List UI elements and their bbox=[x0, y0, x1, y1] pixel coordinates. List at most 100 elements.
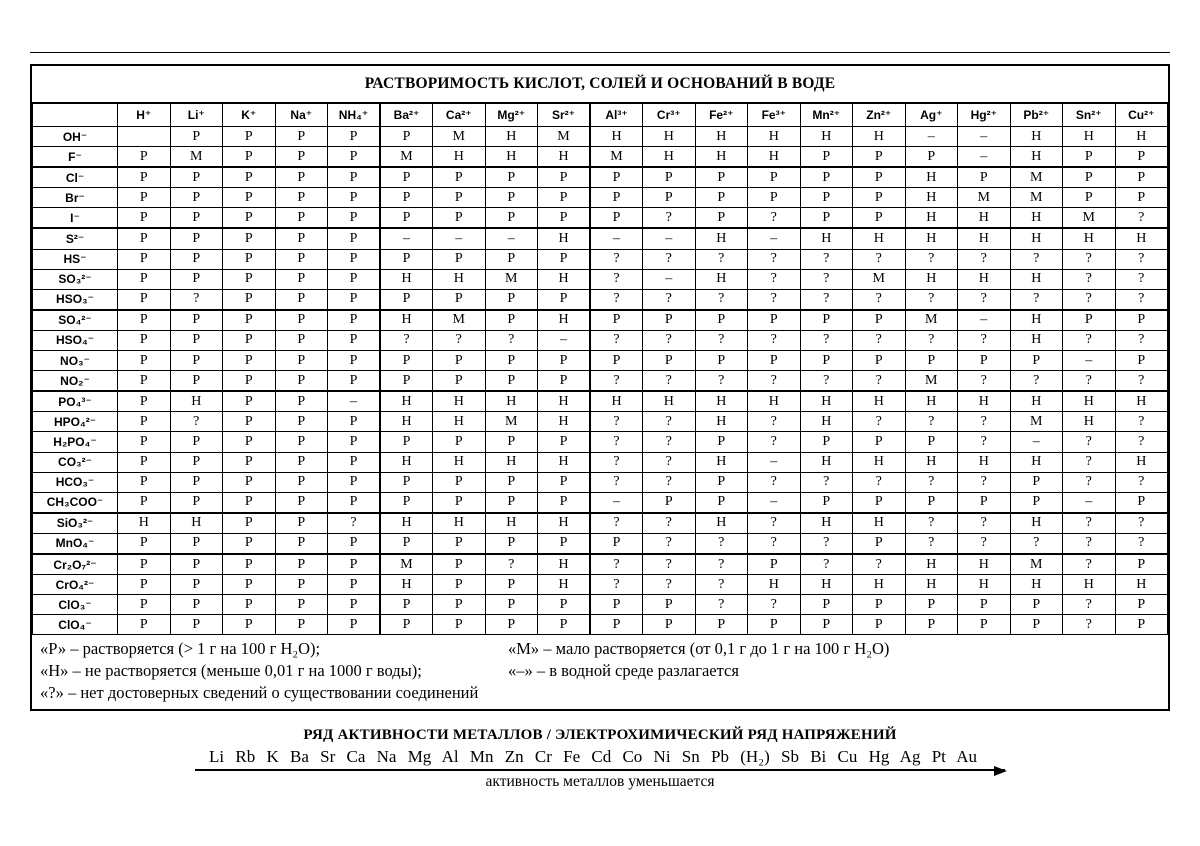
solubility-cell: Н bbox=[537, 451, 591, 473]
solubility-cell: Р bbox=[117, 390, 171, 413]
solubility-cell: Р bbox=[694, 614, 748, 636]
solubility-cell: Н bbox=[694, 146, 748, 169]
solubility-cell: М bbox=[957, 187, 1011, 209]
solubility-cell: ? bbox=[1062, 370, 1116, 393]
solubility-cell: Н bbox=[957, 390, 1011, 413]
solubility-cell: Р bbox=[169, 574, 223, 596]
solubility-cell: Р bbox=[274, 350, 328, 372]
solubility-cell: – bbox=[904, 125, 958, 148]
solubility-cell: ? bbox=[904, 411, 958, 433]
solubility-cell: Р bbox=[222, 532, 276, 555]
solubility-cell: Р bbox=[327, 431, 381, 453]
solubility-cell: Р bbox=[379, 207, 433, 230]
solubility-cell: – bbox=[957, 309, 1011, 331]
solubility-cell: ? bbox=[904, 532, 958, 555]
solubility-cell: ? bbox=[1114, 512, 1168, 534]
solubility-cell: Р bbox=[117, 187, 171, 209]
solubility-cell: Р bbox=[642, 350, 696, 372]
solubility-cell: – bbox=[589, 491, 643, 514]
solubility-cell: Р bbox=[327, 553, 381, 576]
solubility-cell: Р bbox=[379, 532, 433, 555]
solubility-cell: Р bbox=[904, 146, 958, 169]
solubility-cell: Н bbox=[432, 146, 486, 169]
solubility-cell: Н bbox=[432, 512, 486, 534]
solubility-cell: Н bbox=[852, 125, 906, 148]
solubility-cell: Р bbox=[484, 431, 538, 453]
solubility-cell: Н bbox=[169, 390, 223, 413]
solubility-cell: – bbox=[747, 451, 801, 473]
solubility-cell: Р bbox=[117, 411, 171, 433]
solubility-cell: Р bbox=[327, 187, 381, 209]
solubility-cell: Р bbox=[169, 350, 223, 372]
solubility-cell: Р bbox=[327, 268, 381, 290]
solubility-cell bbox=[117, 125, 171, 148]
solubility-cell: Р bbox=[484, 614, 538, 636]
solubility-cell: Р bbox=[852, 187, 906, 209]
solubility-cell: Р bbox=[484, 248, 538, 270]
solubility-cell: ? bbox=[1114, 411, 1168, 433]
solubility-cell: Р bbox=[484, 532, 538, 555]
solubility-cell: Р bbox=[432, 532, 486, 555]
solubility-cell: Р bbox=[694, 166, 748, 189]
solubility-cell: ? bbox=[484, 553, 538, 576]
solubility-cell: ? bbox=[904, 329, 958, 352]
solubility-cell: ? bbox=[904, 471, 958, 493]
solubility-cell: ? bbox=[904, 512, 958, 534]
solubility-cell: Н bbox=[484, 451, 538, 473]
solubility-cell: Р bbox=[537, 370, 591, 393]
solubility-cell: ? bbox=[379, 329, 433, 352]
solubility-cell: Р bbox=[379, 187, 433, 209]
cation-header: Hg²⁺ bbox=[957, 103, 1011, 127]
solubility-cell: Р bbox=[1114, 309, 1168, 331]
anion-label: SiO₃²⁻ bbox=[32, 512, 118, 534]
anion-label: CrO₄²⁻ bbox=[32, 574, 118, 596]
solubility-cell: Р bbox=[1009, 491, 1063, 514]
solubility-cell: Р bbox=[484, 491, 538, 514]
solubility-cell: Н bbox=[957, 268, 1011, 290]
solubility-cell: Р bbox=[852, 166, 906, 189]
solubility-cell: ? bbox=[1114, 370, 1168, 393]
solubility-cell: Р bbox=[274, 574, 328, 596]
solubility-cell: Н bbox=[379, 451, 433, 473]
solubility-cell: Р bbox=[117, 451, 171, 473]
solubility-cell: Н bbox=[852, 451, 906, 473]
solubility-cell: Р bbox=[852, 146, 906, 169]
solubility-cell: М bbox=[379, 146, 433, 169]
solubility-cell: Р bbox=[432, 491, 486, 514]
solubility-cell: М bbox=[484, 268, 538, 290]
solubility-cell: ? bbox=[642, 329, 696, 352]
solubility-cell: Р bbox=[274, 370, 328, 393]
solubility-cell: Н bbox=[799, 512, 853, 534]
solubility-cell: ? bbox=[1062, 451, 1116, 473]
legend-item-soluble: «Р» – растворяется (> 1 г на 100 г H₂O); bbox=[40, 639, 321, 659]
solubility-cell: Р bbox=[484, 288, 538, 311]
cation-header: Cr³⁺ bbox=[642, 103, 696, 127]
table-row: CrO₄²⁻ Р Р Р Р Р Н Р Р Н??? Н Н Н Н Н Н Н Н bbox=[32, 574, 1168, 596]
solubility-cell: Р bbox=[484, 370, 538, 393]
solubility-cell: Р bbox=[274, 227, 328, 250]
solubility-cell: Р bbox=[537, 431, 591, 453]
solubility-cell: Р bbox=[432, 614, 486, 636]
solubility-cell: Р bbox=[222, 594, 276, 616]
solubility-cell: Р bbox=[222, 390, 276, 413]
solubility-cell: Н bbox=[957, 227, 1011, 250]
solubility-cell: Р bbox=[117, 594, 171, 616]
solubility-cell: Р bbox=[799, 431, 853, 453]
solubility-cell: ? bbox=[1062, 512, 1116, 534]
solubility-cell: ? bbox=[1114, 471, 1168, 493]
solubility-cell: М bbox=[379, 553, 433, 576]
solubility-cell: Р bbox=[484, 594, 538, 616]
solubility-cell: Р bbox=[274, 512, 328, 534]
solubility-cell: ? bbox=[957, 431, 1011, 453]
solubility-cell: Р bbox=[169, 370, 223, 393]
solubility-cell: Р bbox=[327, 614, 381, 636]
cation-header: Fe²⁺ bbox=[694, 103, 748, 127]
solubility-cell: Р bbox=[642, 309, 696, 331]
solubility-cell: Н bbox=[1009, 207, 1063, 230]
solubility-cell: ? bbox=[694, 574, 748, 596]
solubility-cell: Н bbox=[852, 390, 906, 413]
solubility-cell: Р bbox=[379, 431, 433, 453]
solubility-cell: Р bbox=[274, 553, 328, 576]
solubility-cell: М bbox=[852, 268, 906, 290]
